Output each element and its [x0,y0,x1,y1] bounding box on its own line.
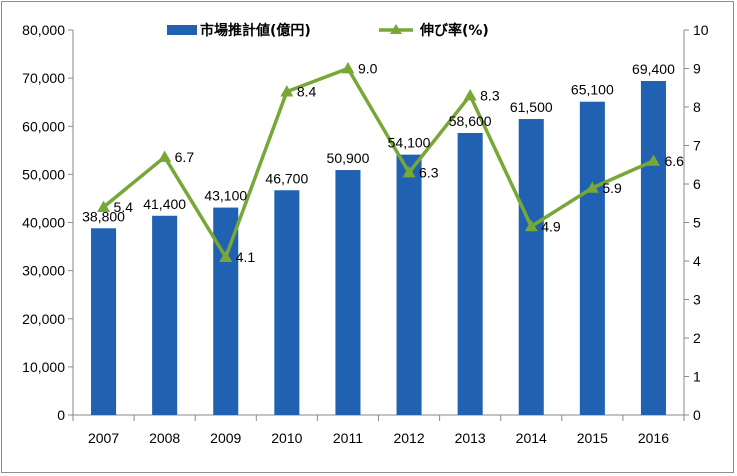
bar-data-label: 69,400 [632,61,675,77]
bar-data-label: 58,600 [449,113,492,129]
legend-swatch-marker [390,24,402,34]
line-marker [219,250,233,263]
bar [396,154,422,416]
bar [335,170,361,415]
line-marker [158,150,172,162]
line-data-label: 6.7 [175,149,195,165]
y-right-tick-label: 7 [693,138,701,154]
bar-data-label: 41,400 [143,196,186,212]
x-tick-label: 2010 [271,430,302,446]
line-data-label: 6.3 [419,164,439,180]
bar-data-label: 46,700 [265,170,308,186]
y-right-tick-label: 6 [693,176,701,192]
bar [152,215,178,415]
y-right-tick-label: 10 [693,22,709,38]
y-right-tick-label: 9 [693,61,701,77]
y-left-tick-label: 20,000 [22,311,65,327]
y-left-tick-label: 30,000 [22,263,65,279]
bar-data-label: 38,800 [82,208,125,224]
line-data-label: 8.4 [297,84,317,100]
bar-data-label: 50,900 [327,150,370,166]
y-right-tick-label: 4 [693,253,701,269]
x-tick-label: 2014 [516,430,547,446]
line-marker [646,154,660,166]
x-tick-label: 2008 [149,430,180,446]
legend-label-line: 伸び率(%) [419,22,489,39]
y-left-tick-label: 50,000 [22,166,65,182]
line-data-label: 5.9 [602,180,622,196]
line-marker [402,165,416,178]
bar [640,81,666,415]
x-tick-label: 2015 [577,430,608,446]
x-tick-label: 2007 [88,430,119,446]
legend-label-bar: 市場推計値(億円) [200,22,311,39]
bar [457,132,483,416]
bar [91,228,117,415]
x-tick-label: 2012 [393,430,424,446]
bar-data-label: 54,100 [388,135,431,151]
y-left-tick-label: 40,000 [22,215,65,231]
line-marker [585,181,599,193]
y-right-tick-label: 3 [693,292,701,308]
legend-swatch-bar [167,25,197,35]
x-tick-label: 2011 [333,430,363,446]
line-data-label: 9.0 [358,61,378,77]
x-tick-label: 2016 [638,430,669,446]
line-data-label: 5.4 [114,199,134,215]
line-data-label: 4.9 [541,218,561,234]
bar [579,101,605,416]
bar [518,119,544,415]
line-data-label: 4.1 [236,249,256,265]
bar-data-label: 61,500 [510,99,553,115]
line-series [102,66,655,259]
y-left-tick-label: 80,000 [22,22,65,38]
y-right-tick-label: 1 [693,369,701,385]
x-tick-label: 2009 [210,430,241,446]
y-right-tick-label: 0 [693,407,701,423]
y-right-tick-label: 8 [693,99,701,115]
bar [213,207,239,415]
y-left-tick-label: 10,000 [22,359,65,375]
y-left-tick-label: 70,000 [22,70,65,86]
y-left-tick-label: 0 [57,407,65,423]
bar [274,190,300,415]
y-left-tick-label: 60,000 [22,118,65,134]
line-marker [463,88,477,101]
line-marker [524,219,538,232]
line-data-label: 6.6 [664,153,684,169]
y-right-tick-label: 2 [693,330,701,346]
line-data-label: 8.3 [480,87,500,103]
line-marker [280,85,294,97]
line-marker [97,200,111,212]
bar-data-label: 65,100 [571,82,614,98]
y-right-tick-label: 5 [693,215,701,231]
bar-data-label: 43,100 [204,188,247,204]
x-tick-label: 2013 [455,430,486,446]
line-marker [341,62,355,74]
